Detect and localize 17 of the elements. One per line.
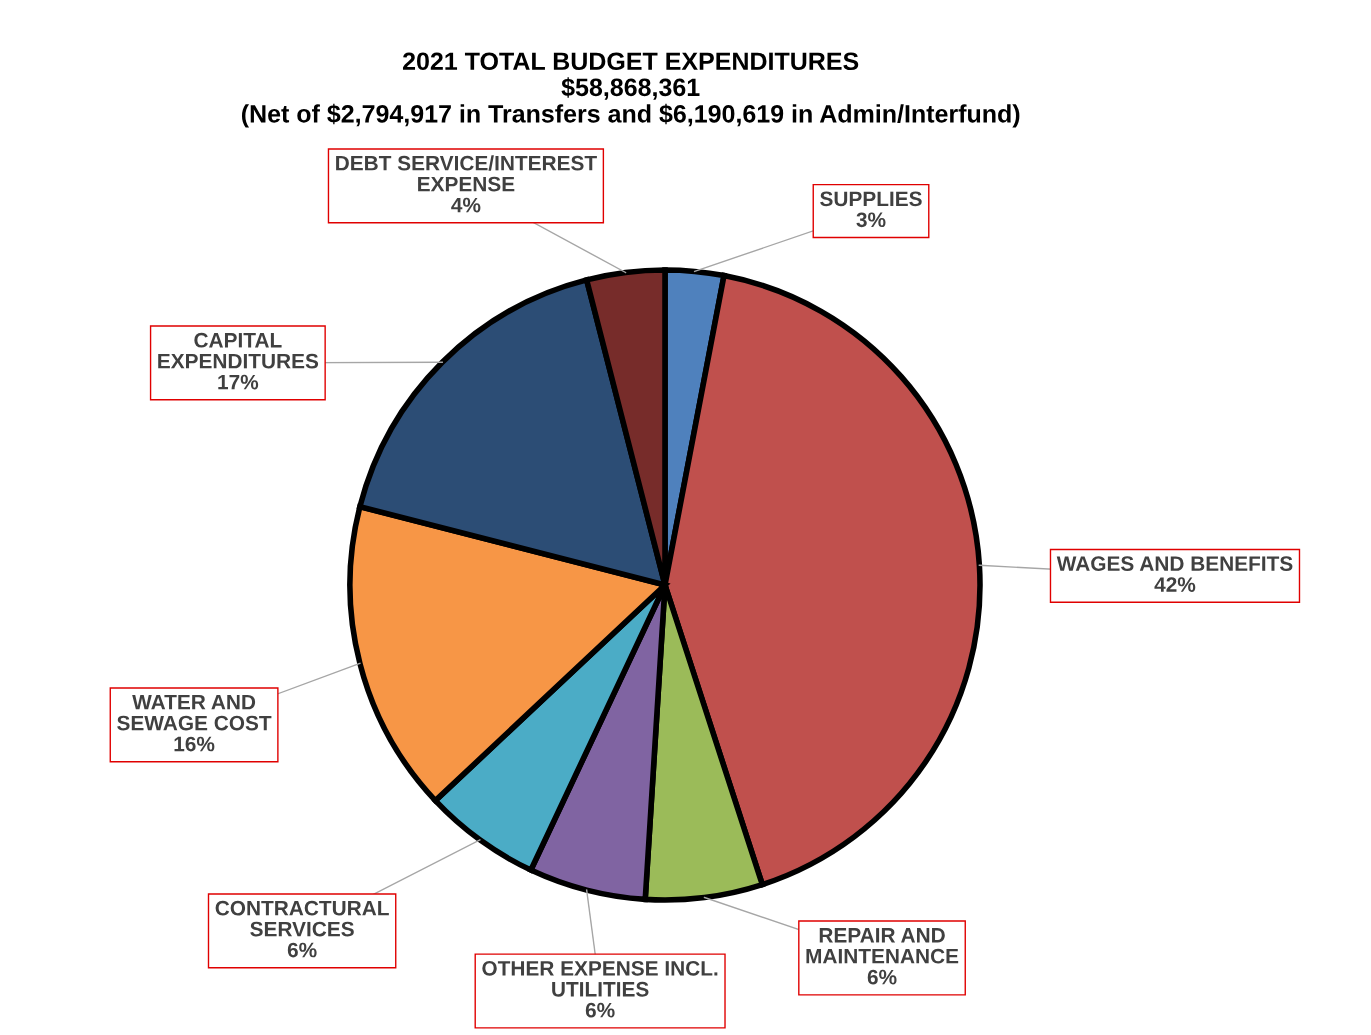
data-label: 42% (1154, 577, 1196, 592)
data-label: 3% (856, 212, 886, 228)
slice-label: WATER AND SEWAGE COST (117, 694, 272, 731)
slice-label: OTHER EXPENSE INCL. UTILITIES (482, 960, 718, 997)
data-label: 16% (174, 736, 215, 752)
slice-label: DEBT SERVICE/INTEREST EXPENSE (336, 155, 597, 192)
slice-label: WAGES AND BENEFITS (1056, 556, 1293, 571)
data-label: 6% (287, 942, 317, 958)
data-label: 17% (218, 374, 259, 390)
data-label: 4% (451, 197, 481, 213)
data-label: 6% (867, 969, 897, 985)
slice-label: CONTRACTURAL SERVICES (215, 900, 389, 937)
slice-label: CAPITAL EXPENDITURES (158, 332, 319, 369)
chart-title: 2021 TOTAL BUDGET EXPENDITURES $58,868,361 (Net of $2,794,917 in Transfers and $6,190,619 in Admin/Interfund) (242, 52, 1020, 128)
slice-label: SUPPLIES (820, 191, 922, 207)
slice-label: REPAIR AND MAINTENANCE (806, 928, 959, 964)
data-label: 6% (585, 1002, 615, 1018)
